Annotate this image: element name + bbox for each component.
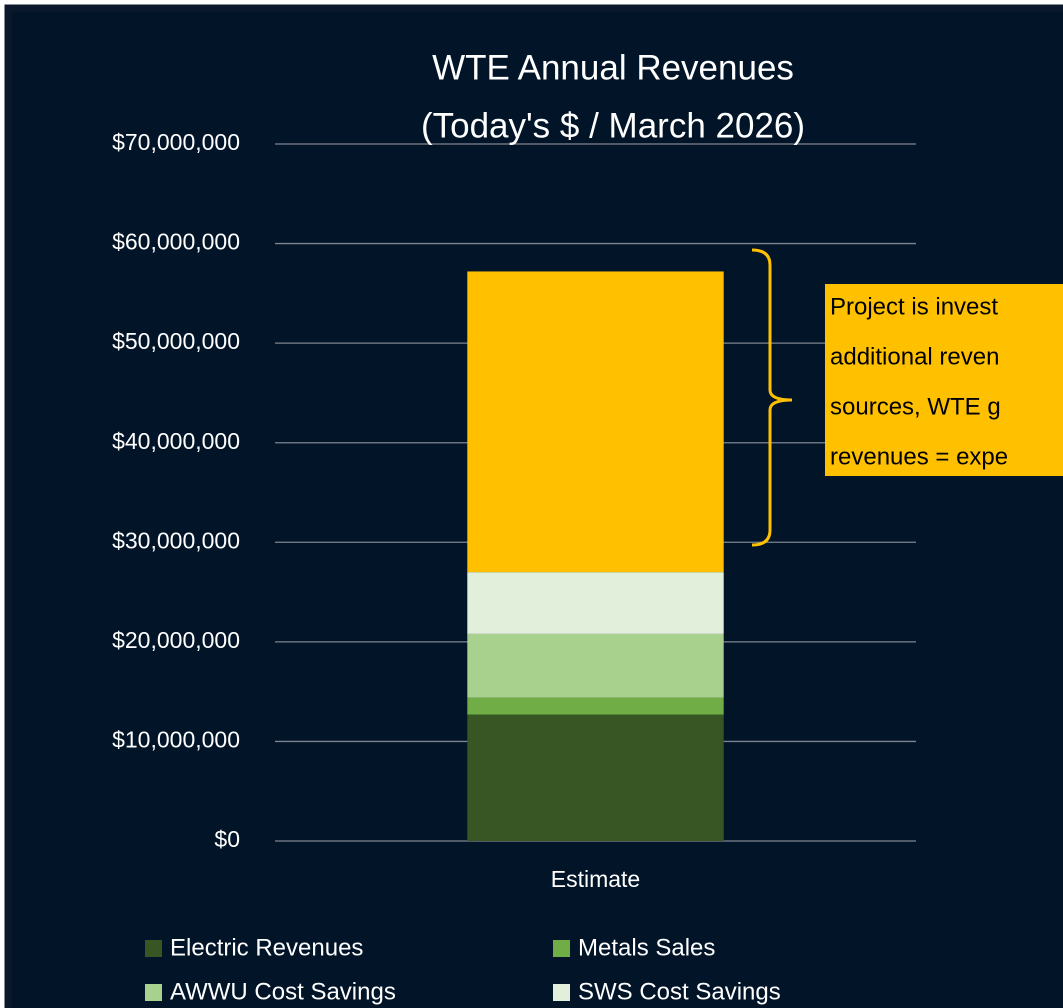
bar-segment — [467, 697, 724, 715]
annotation-text: additional reven — [830, 343, 999, 370]
legend-swatch — [145, 984, 162, 1001]
x-tick-label: Estimate — [551, 866, 640, 892]
annotation-box — [825, 284, 1063, 476]
legend-swatch — [553, 940, 570, 957]
legend-swatch — [553, 984, 570, 1001]
bar-segment — [467, 271, 724, 573]
bracket — [751, 248, 793, 547]
y-tick-label: $40,000,000 — [112, 428, 240, 454]
legend-swatch — [145, 940, 162, 957]
chart-title: WTE Annual Revenues — [432, 48, 794, 87]
legend-label: Metals Sales — [578, 934, 715, 961]
chart-title: (Today's $ / March 2026) — [421, 106, 805, 145]
y-tick-label: $30,000,000 — [112, 527, 240, 553]
annotation-text: sources, WTE g — [830, 393, 1001, 420]
annotation-text: revenues = expe — [830, 443, 1008, 470]
legend-label: SWS Cost Savings — [578, 978, 781, 1005]
y-tick-label: $20,000,000 — [112, 627, 240, 653]
bar-segment — [467, 714, 724, 841]
bar-segment — [467, 572, 724, 634]
y-tick-label: $60,000,000 — [112, 229, 240, 255]
y-tick-label: $50,000,000 — [112, 328, 240, 354]
legend-label: AWWU Cost Savings — [170, 978, 396, 1005]
y-tick-label: $0 — [214, 826, 240, 852]
y-tick-label: $10,000,000 — [112, 727, 240, 753]
bar-segment — [467, 633, 724, 698]
y-tick-label: $70,000,000 — [112, 129, 240, 155]
annotation-text: Project is invest — [830, 293, 998, 320]
legend-label: Electric Revenues — [170, 934, 363, 961]
